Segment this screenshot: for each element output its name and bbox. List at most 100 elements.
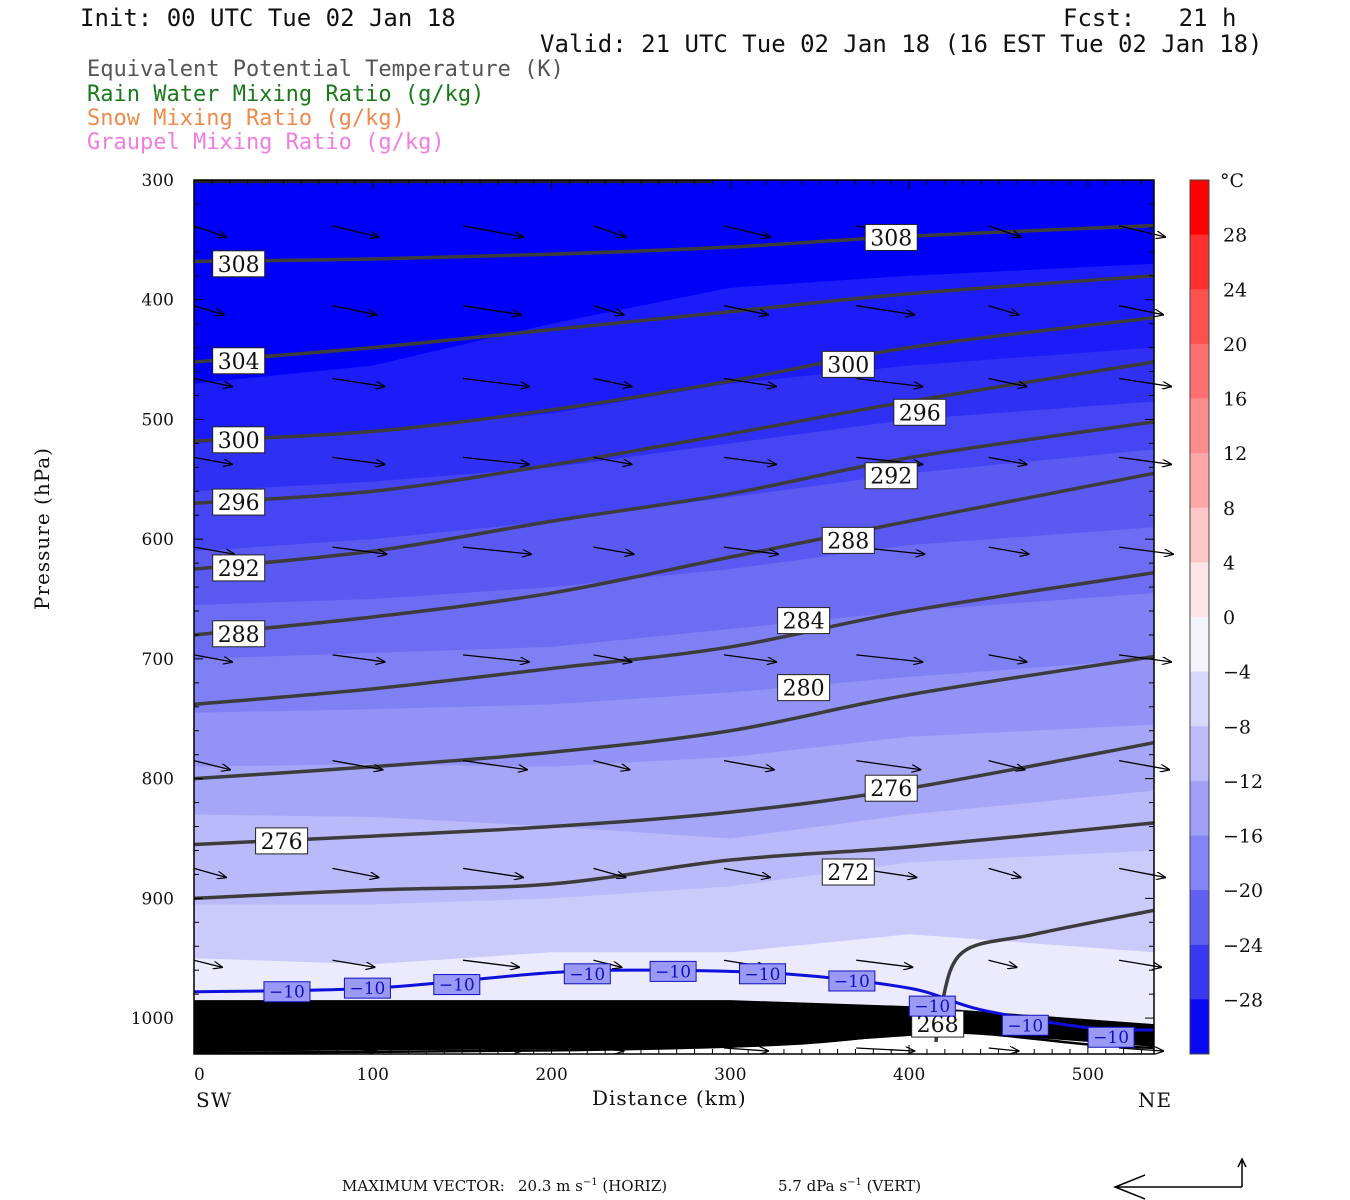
isotherm-label: −10	[569, 965, 605, 985]
wind-vector-arrow	[462, 654, 529, 662]
wind-vector-arrow	[462, 546, 531, 554]
theta-e-label-box	[864, 774, 918, 802]
theta-e-contour-272	[193, 821, 1155, 901]
wind-vector-arrow	[332, 305, 377, 315]
wind-vector-arrow	[988, 456, 1027, 464]
isotherm-label-box	[828, 970, 876, 992]
wind-vector-arrow	[593, 546, 634, 554]
x-tick-label: 400	[893, 1065, 925, 1085]
wind-vector-arrow	[193, 546, 234, 554]
wind-vector-arrow	[593, 867, 626, 877]
colorbar-tick-label: 28	[1223, 225, 1247, 247]
y-tick-label: 300	[142, 171, 174, 191]
theta-e-label-box	[212, 620, 266, 648]
wind-vector-arrow	[988, 377, 1027, 387]
wind-vector-arrow	[988, 225, 1021, 237]
wind-vector-arrow	[593, 377, 632, 387]
theta-e-label-box	[864, 462, 918, 490]
legend-snow: Snow Mixing Ratio (g/kg)	[87, 106, 405, 131]
wind-vector-arrow	[193, 959, 222, 967]
colorbar-bin	[1190, 671, 1209, 727]
wind-vector-arrow	[193, 305, 224, 315]
wind-vector-arrow	[988, 1048, 1019, 1051]
y-tick-label: 1000	[131, 1009, 174, 1029]
theta-e-label: 300	[827, 353, 869, 378]
wind-vector-arrow	[332, 546, 387, 554]
wind-vector-arrow	[1118, 760, 1169, 770]
wind-vector-arrow	[193, 456, 232, 464]
wind-vector-arrow	[462, 760, 527, 770]
ne-label: NE	[1138, 1088, 1173, 1112]
legend-theta-e: Equivalent Potential Temperature (K)	[87, 57, 564, 82]
theta-e-label-box	[212, 488, 266, 516]
colorbar-tick-label: −24	[1223, 935, 1263, 957]
wind-vector-arrow	[1119, 546, 1173, 554]
isotherm-label-box	[649, 960, 697, 982]
wind-vector-arrow	[193, 760, 230, 770]
colorbar-bin	[1190, 453, 1209, 509]
wind-vector-arrow	[593, 1048, 624, 1051]
colorbar-bin	[1190, 999, 1209, 1055]
y-tick-label: 600	[142, 530, 174, 550]
y-axis-title: Pressure (hPa)	[30, 447, 54, 610]
theta-e-label: 292	[870, 465, 912, 490]
wind-vector-arrow	[1118, 867, 1165, 877]
wind-vector-arrow	[856, 377, 922, 387]
theta-e-label: 276	[870, 777, 912, 802]
isotherm-label: −10	[349, 979, 385, 999]
colorbar-tick-label: −20	[1223, 880, 1263, 902]
theta-e-contour-288	[193, 471, 1155, 637]
legend-rain: Rain Water Mixing Ratio (g/kg)	[87, 82, 485, 107]
wind-vector-arrow	[193, 654, 232, 662]
colorbar-tick-label: 12	[1223, 443, 1247, 465]
isotherm-label-box	[563, 963, 611, 985]
wind-vector-arrow	[723, 546, 778, 554]
theta-e-label: 308	[870, 226, 912, 251]
wind-vector-arrow	[332, 377, 385, 387]
wind-vector-arrow	[332, 959, 375, 967]
theta-e-label-box	[893, 398, 947, 426]
colorbar-bin	[1190, 234, 1209, 290]
max-vector-horiz: 20.3 m s−1 (HORIZ)	[518, 1177, 668, 1195]
wind-vector-arrow	[856, 959, 912, 967]
isotherm-label-box	[343, 977, 391, 999]
wind-vector-arrow	[462, 456, 529, 464]
y-tick-label: 500	[142, 410, 174, 430]
theta-e-label: 308	[218, 253, 260, 278]
isotherm-label-box	[433, 974, 481, 996]
isotherm-label: −10	[655, 962, 691, 982]
colorbar-bin	[1190, 780, 1209, 836]
theta-e-label: 288	[827, 529, 869, 554]
wind-vector-arrow	[462, 959, 519, 967]
colorbar-tick-label: 16	[1223, 389, 1247, 411]
isotherm-label: −10	[914, 997, 950, 1017]
top-edge-strip	[194, 180, 713, 183]
y-tick-label: 800	[142, 770, 174, 790]
colorbar-bin	[1190, 398, 1209, 454]
wind-vector-arrow	[593, 456, 632, 464]
init-time: Init: 00 UTC Tue 02 Jan 18	[80, 4, 456, 32]
wind-vector-arrow	[723, 760, 774, 770]
colorbar-tick-label: 0	[1223, 607, 1235, 629]
theta-e-label: 292	[218, 557, 260, 582]
wind-vector-arrow	[856, 305, 914, 315]
x-tick-label: 500	[1072, 1065, 1104, 1085]
wind-vector-arrow	[1119, 456, 1171, 464]
wind-vector-arrow	[462, 1048, 521, 1051]
isotherm-label: −10	[1007, 1016, 1043, 1036]
theta-e-contour-300	[193, 315, 1155, 443]
isotherm-label-box	[738, 963, 786, 985]
colorbar-tick-label: −8	[1223, 716, 1251, 738]
theta-e-label: 276	[261, 830, 303, 855]
isotherm-label-box	[1001, 1014, 1049, 1036]
max-vector-label: MAXIMUM VECTOR:	[342, 1177, 505, 1195]
wind-vector-arrow	[593, 760, 630, 770]
theta-e-label: 296	[218, 491, 260, 516]
colorbar-bin	[1190, 562, 1209, 618]
theta-e-label-box	[821, 350, 875, 378]
wind-vector-arrow	[723, 654, 776, 662]
wind-vector-arrow	[856, 760, 920, 770]
x-axis-title: Distance (km)	[592, 1086, 747, 1110]
wind-vector-arrow	[856, 1048, 914, 1051]
wind-vector-arrow	[193, 1048, 224, 1051]
